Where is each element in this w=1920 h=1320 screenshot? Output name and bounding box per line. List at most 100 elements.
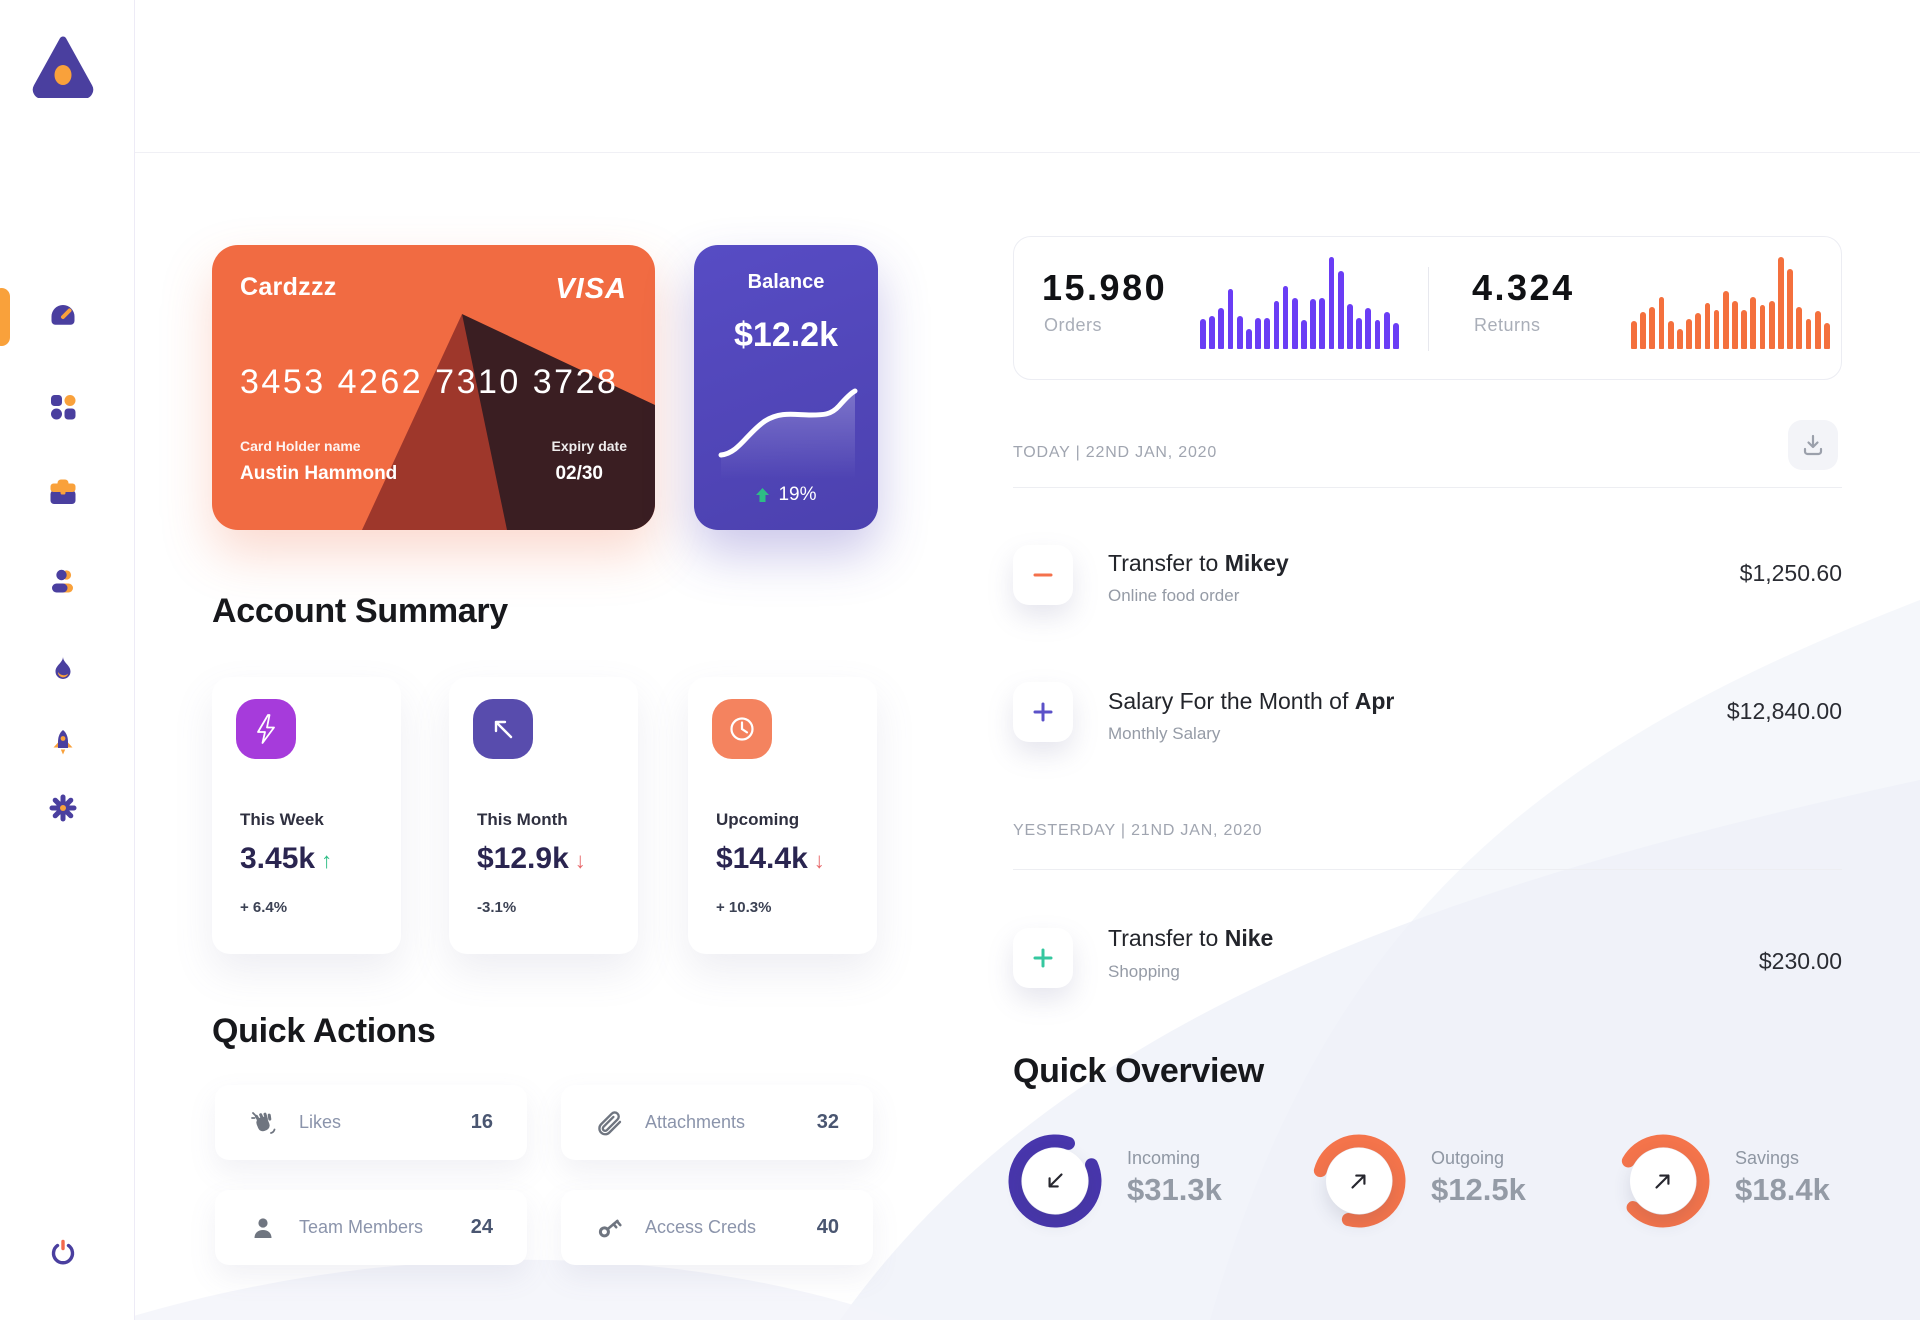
card-holder-label: Card Holder name xyxy=(240,438,361,454)
balance-label: Balance xyxy=(747,271,825,293)
balance-card[interactable]: Balance $12.2k 19% xyxy=(694,245,878,530)
arrow-up-right-icon xyxy=(1326,1148,1392,1214)
top-header xyxy=(134,0,1920,153)
arrow-up-right-icon xyxy=(1630,1148,1696,1214)
sidebar-item-portfolio-icon[interactable] xyxy=(48,477,78,507)
transaction-title: Salary For the Month of Apr xyxy=(1108,688,1395,714)
summary-value: $12.9k xyxy=(477,842,586,876)
action-count: 32 xyxy=(816,1111,839,1133)
download-button[interactable] xyxy=(1788,420,1838,470)
expiry-value: 02/30 xyxy=(555,463,603,484)
arrow-down-left-icon xyxy=(1022,1148,1088,1214)
outgoing-label: Outgoing xyxy=(1431,1148,1505,1168)
clap-hands-icon xyxy=(251,1111,276,1134)
sidebar-item-apps-icon[interactable] xyxy=(48,392,78,422)
summary-label: This Week xyxy=(240,810,324,829)
action-label: Likes xyxy=(299,1112,342,1132)
quick-overview-title: Quick Overview xyxy=(1013,1052,1264,1090)
quick-actions-title: Quick Actions xyxy=(212,1012,436,1050)
savings-value: $18.4k xyxy=(1735,1172,1830,1207)
clock-icon xyxy=(712,699,772,759)
visa-logo: VISA xyxy=(555,273,627,305)
action-label: Attachments xyxy=(645,1112,746,1132)
person-icon xyxy=(254,1217,272,1238)
balance-change: 19% xyxy=(694,484,878,506)
transaction-sign-plus xyxy=(1013,928,1073,988)
transaction-amount: $230.00 xyxy=(1758,948,1842,974)
returns-value: 4.324 xyxy=(1472,267,1575,308)
quick-action-attachments[interactable]: Attachments 32 xyxy=(561,1085,873,1160)
balance-line-chart xyxy=(718,388,858,479)
transaction-amount: $12,840.00 xyxy=(1726,698,1842,724)
arrow-up-left-icon xyxy=(473,699,533,759)
transaction-sign-plus xyxy=(1013,682,1073,742)
summary-value: $14.4k xyxy=(716,842,825,876)
action-count: 16 xyxy=(470,1111,493,1133)
summary-change: -3.1% xyxy=(477,899,517,916)
outgoing-value: $12.5k xyxy=(1431,1172,1526,1207)
transaction-amount: $1,250.60 xyxy=(1739,560,1842,586)
sidebar-item-trending-icon[interactable] xyxy=(48,654,78,684)
returns-bar-chart xyxy=(1631,257,1830,349)
active-nav-indicator xyxy=(0,288,10,346)
savings-donut xyxy=(1616,1134,1710,1228)
transaction-title: Transfer to Nike xyxy=(1108,925,1274,951)
summary-value: 3.45k xyxy=(240,842,332,876)
incoming-value: $31.3k xyxy=(1127,1172,1222,1207)
trend-arrow-icon xyxy=(321,848,332,873)
divider xyxy=(1428,267,1429,351)
summary-card-this-month[interactable]: This Month $12.9k -3.1% xyxy=(449,677,638,954)
transaction-subtitle: Monthly Salary xyxy=(1108,724,1221,743)
orders-returns-stats-card: 15.980 Orders 4.324 Returns xyxy=(1013,236,1842,380)
summary-change: + 6.4% xyxy=(240,899,288,916)
quick-action-likes[interactable]: Likes 16 xyxy=(215,1085,527,1160)
savings-label: Savings xyxy=(1735,1148,1800,1168)
trend-arrow-icon xyxy=(575,848,586,873)
app-logo[interactable] xyxy=(30,32,96,98)
account-summary-title: Account Summary xyxy=(212,592,508,630)
action-label: Access Creds xyxy=(645,1217,757,1237)
quick-action-team-members[interactable]: Team Members 24 xyxy=(215,1190,527,1265)
transaction-sign-minus xyxy=(1013,545,1073,605)
summary-label: This Month xyxy=(477,810,568,829)
orders-label: Orders xyxy=(1044,315,1103,335)
divider xyxy=(1013,869,1842,870)
returns-label: Returns xyxy=(1474,315,1541,335)
sidebar xyxy=(0,0,135,1320)
yesterday-date-header: YESTERDAY | 21ND JAN, 2020 xyxy=(1013,822,1263,839)
summary-card-upcoming[interactable]: Upcoming $14.4k + 10.3% xyxy=(688,677,877,954)
sidebar-item-launch-icon[interactable] xyxy=(48,728,78,758)
transaction-subtitle: Online food order xyxy=(1108,586,1240,605)
bolt-icon xyxy=(236,699,296,759)
orders-bar-chart xyxy=(1200,257,1399,349)
transaction-title: Transfer to Mikey xyxy=(1108,550,1289,576)
card-name: Cardzzz xyxy=(240,273,337,301)
incoming-label: Incoming xyxy=(1127,1148,1201,1168)
sidebar-item-team-icon[interactable] xyxy=(48,567,78,597)
outgoing-donut xyxy=(1312,1134,1406,1228)
key-icon xyxy=(598,1219,622,1237)
transaction-subtitle: Shopping xyxy=(1108,962,1180,981)
action-count: 24 xyxy=(470,1216,493,1238)
trend-arrow-icon xyxy=(814,848,825,873)
logout-power-icon[interactable] xyxy=(48,1238,78,1268)
card-number: 3453 4262 7310 3728 xyxy=(240,363,619,401)
divider xyxy=(1013,487,1842,488)
orders-value: 15.980 xyxy=(1042,267,1168,308)
credit-card[interactable]: Cardzzz VISA 3453 4262 7310 3728 Card Ho… xyxy=(212,245,655,530)
download-icon xyxy=(1803,434,1823,456)
summary-change: + 10.3% xyxy=(716,899,772,916)
incoming-donut xyxy=(1008,1134,1102,1228)
action-count: 40 xyxy=(816,1216,839,1238)
paperclip-icon xyxy=(598,1110,622,1135)
sidebar-item-dashboard-icon[interactable] xyxy=(48,301,78,331)
sidebar-item-settings-icon[interactable] xyxy=(48,793,78,823)
quick-action-access-creds[interactable]: Access Creds 40 xyxy=(561,1190,873,1265)
balance-value: $12.2k xyxy=(734,316,838,354)
summary-card-this-week[interactable]: This Week 3.45k + 6.4% xyxy=(212,677,401,954)
card-triangle-pattern xyxy=(362,314,655,530)
card-holder-name: Austin Hammond xyxy=(240,463,398,484)
expiry-label: Expiry date xyxy=(551,438,627,454)
arrow-up-icon xyxy=(756,488,770,502)
